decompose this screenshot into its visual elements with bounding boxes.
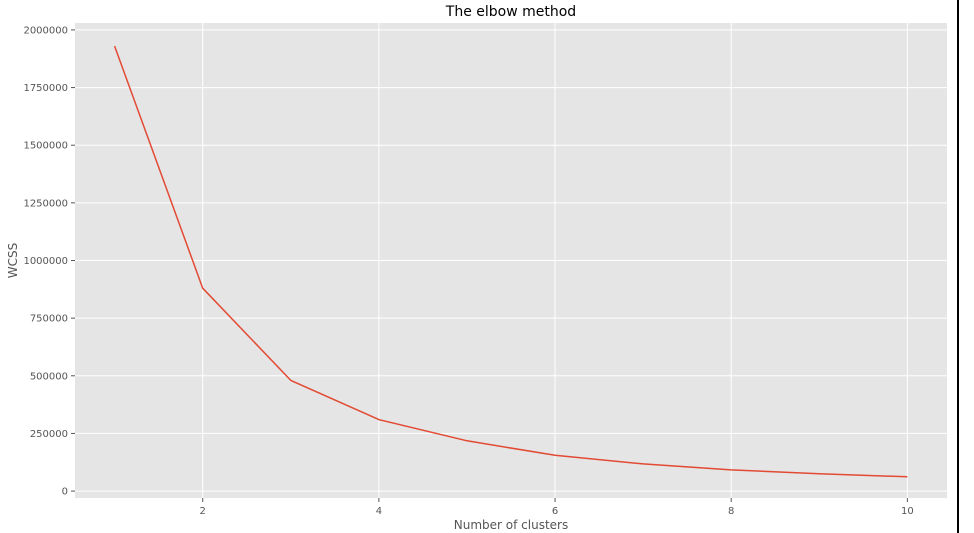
series-layer <box>113 45 908 478</box>
x-axis-title: Number of clusters <box>454 518 568 532</box>
y-tick-label: 750000 <box>30 314 68 325</box>
y-tick-label: 1750000 <box>23 83 68 94</box>
y-tick-label: 2000000 <box>23 25 68 36</box>
y-tick-label: 250000 <box>30 429 68 440</box>
x-tick-label: 6 <box>552 506 558 517</box>
y-tick-label: 1500000 <box>23 141 68 152</box>
y-tick-label: 1000000 <box>23 256 68 267</box>
chart-title: The elbow method <box>445 4 576 20</box>
frame-edge <box>957 0 959 533</box>
wcss-series-line <box>113 45 908 478</box>
y-tick-label: 500000 <box>30 371 68 382</box>
grid-lines <box>75 23 947 498</box>
y-tick-label: 0 <box>62 487 68 498</box>
x-tick-label: 8 <box>728 506 734 517</box>
x-tick-label: 2 <box>200 506 206 517</box>
tick-labels: 2 4 6 8 10 0 250000 500000 750000 1000000 1250000 1… <box>23 25 913 517</box>
y-tick-label: 1250000 <box>23 198 68 209</box>
x-tick-label: 4 <box>376 506 382 517</box>
y-axis-title: WCSS <box>6 243 20 278</box>
x-tick-label: 10 <box>901 506 914 517</box>
